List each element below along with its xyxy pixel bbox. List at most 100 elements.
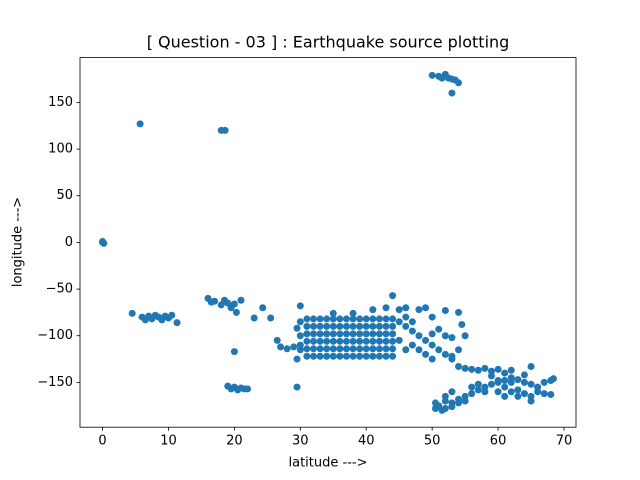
point [369,345,377,353]
point [415,306,423,314]
point [408,327,416,335]
point [408,318,416,326]
point [402,313,410,321]
point [389,330,397,338]
point [267,314,275,322]
point [309,345,317,353]
point [342,315,350,323]
point [527,380,535,388]
point [323,330,331,338]
point [428,355,436,363]
point [293,383,301,391]
point [455,363,463,371]
point [448,399,456,407]
point [336,352,344,360]
point [329,309,337,317]
point [128,309,136,317]
point [448,352,456,360]
point [375,322,383,330]
point [455,395,463,403]
point [349,322,357,330]
point [549,375,557,383]
point [520,371,528,379]
point [316,315,324,323]
point [448,89,456,97]
point [316,352,324,360]
point [481,388,489,396]
point [356,352,364,360]
point [494,388,502,396]
point [375,330,383,338]
point [356,330,364,338]
point [303,345,311,353]
point [438,406,446,414]
x-tick-label: 10 [160,434,177,449]
point [356,315,364,323]
point [428,71,436,79]
point [382,352,390,360]
point [316,337,324,345]
point [474,386,482,394]
point [323,345,331,353]
point [293,324,301,332]
point [375,352,383,360]
point [422,336,430,344]
point [428,341,436,349]
point [422,304,430,312]
y-tick-label: 50 [56,188,73,203]
point [382,337,390,345]
point [303,352,311,360]
point [474,366,482,374]
point [303,315,311,323]
point [303,330,311,338]
point [362,315,370,323]
point [435,346,443,354]
point [230,348,238,356]
point [342,352,350,360]
y-tick-label: 100 [48,142,73,157]
point [455,308,463,316]
x-tick-label: 40 [358,434,375,449]
x-tick-label: 20 [226,434,243,449]
point [362,345,370,353]
point [323,352,331,360]
point [501,392,509,400]
point [369,352,377,360]
point [501,369,509,377]
point [369,337,377,345]
point [461,364,469,372]
point [329,345,337,353]
point [458,321,466,329]
point [136,120,144,128]
point [441,332,449,340]
point [534,388,542,396]
point [520,390,528,398]
point [507,374,515,382]
point [382,322,390,330]
point [356,345,364,353]
point [487,380,495,388]
point [494,365,502,373]
point [468,390,476,398]
point [494,377,502,385]
point [329,322,337,330]
point [342,322,350,330]
point [520,378,528,386]
point [455,79,463,87]
point [349,315,357,323]
point [362,337,370,345]
y-tick-label: 0 [65,235,73,250]
point [329,330,337,338]
point [369,315,377,323]
point [323,337,331,345]
point [369,330,377,338]
y-tick-label: −50 [46,282,73,297]
point [342,330,350,338]
point [389,292,397,300]
point [316,345,324,353]
point [362,352,370,360]
point [389,337,397,345]
point [481,364,489,372]
point [309,337,317,345]
point [273,336,281,344]
